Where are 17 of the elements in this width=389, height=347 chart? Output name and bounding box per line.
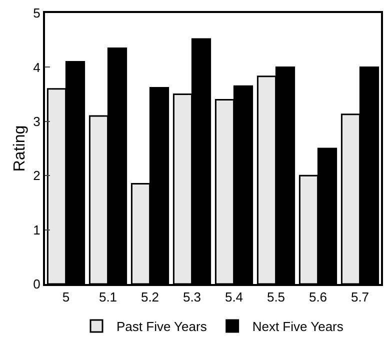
y-tick-label: 2 (33, 168, 40, 184)
x-tick-label: 5.1 (98, 290, 118, 305)
legend-label: Past Five Years (116, 319, 208, 334)
y-axis-title: Rating (12, 125, 29, 172)
x-tick-label: 5.3 (182, 290, 202, 305)
legend-label: Next Five Years (252, 319, 344, 334)
y-tick-label: 5 (33, 6, 40, 21)
y-tick-label: 3 (33, 114, 40, 129)
x-tick-label: 5.7 (350, 290, 370, 305)
y-tick-label: 0 (33, 276, 40, 292)
x-tick-label: 5 (62, 290, 70, 305)
x-tick-label: 5.4 (224, 290, 244, 305)
y-tick-label: 1 (33, 222, 40, 238)
x-tick-label: 5.5 (266, 290, 286, 305)
y-tick-label: 4 (33, 60, 40, 75)
x-tick-label: 5.2 (140, 290, 160, 305)
x-tick-label: 5.6 (308, 290, 328, 305)
